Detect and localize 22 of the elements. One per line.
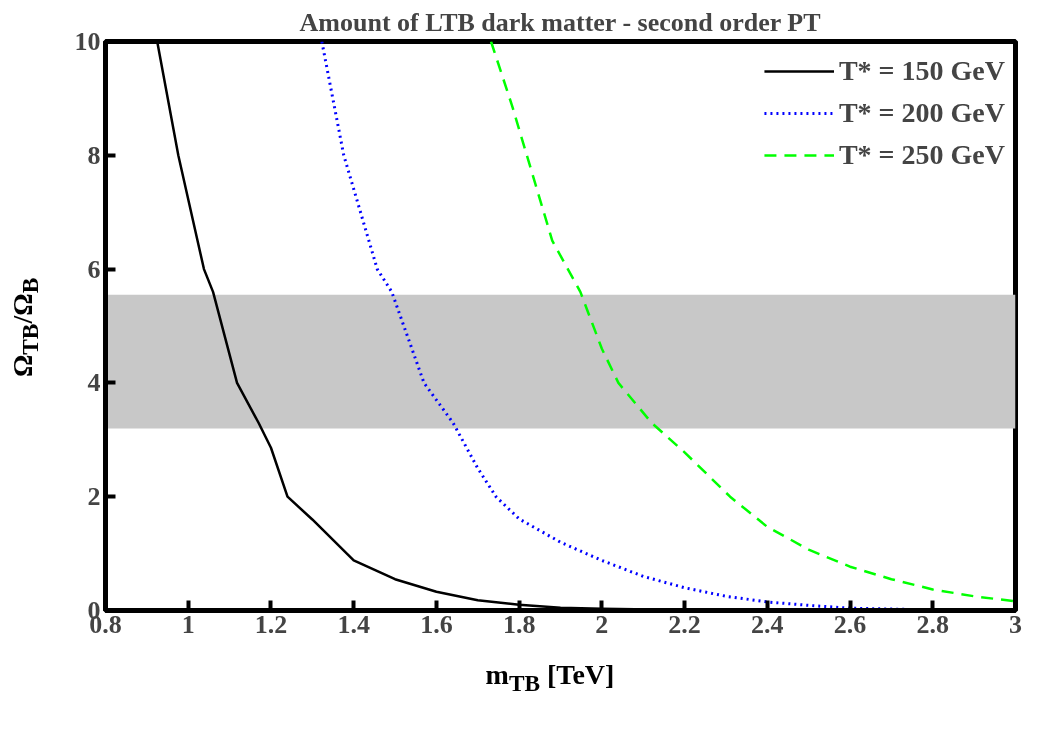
chart-title: Amount of LTB dark matter - second order PT bbox=[299, 7, 821, 37]
y-tick-label: 8 bbox=[87, 140, 101, 170]
x-tick-label: 2.2 bbox=[668, 609, 701, 639]
x-tick-label: 2.8 bbox=[916, 609, 950, 639]
x-tick-label: 1.2 bbox=[254, 609, 288, 639]
x-tick-label: 3 bbox=[1009, 609, 1022, 639]
x-tick-label: 1.6 bbox=[420, 609, 453, 639]
x-tick-label: 1.8 bbox=[502, 609, 536, 639]
legend-label: T* = 150 GeV bbox=[838, 54, 1005, 88]
legend-label: T* = 250 GeV bbox=[838, 138, 1005, 172]
x-tick-label: 1.4 bbox=[337, 609, 370, 639]
line-series bbox=[489, 41, 1016, 603]
y-tick-label: 2 bbox=[87, 482, 101, 512]
x-tick-label: 2 bbox=[595, 609, 609, 639]
x-tick-label: 1 bbox=[181, 609, 195, 639]
y-tick-label: 6 bbox=[87, 254, 101, 284]
x-tick-label: 2.6 bbox=[833, 609, 867, 639]
legend-label: T* = 200 GeV bbox=[838, 96, 1005, 130]
x-axis-title: m$_{TB}$ [TeV] bbox=[484, 658, 616, 698]
y-tick-label: 4 bbox=[87, 368, 101, 398]
x-tick-label: 2.4 bbox=[751, 609, 784, 639]
y-tick-label: 10 bbox=[74, 27, 101, 56]
